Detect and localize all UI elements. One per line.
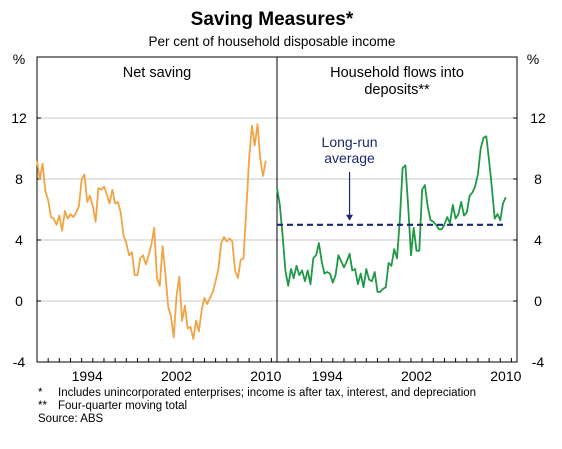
source-note: Source: ABS xyxy=(38,413,104,425)
footnote-2-text: Four-quarter moving total xyxy=(58,400,188,412)
chart-title: Saving Measures* xyxy=(191,9,354,30)
x-tick-label-2: 2002 xyxy=(401,368,432,384)
x-axis: 1994 2002 2010 1994 2002 2010 xyxy=(47,358,522,384)
x-tick-label-1: 1994 xyxy=(72,368,103,384)
left-y-tick-label: -4 xyxy=(13,354,26,370)
panel-2-series-line-1 xyxy=(276,135,507,293)
left-y-unit-label: % xyxy=(13,51,25,67)
x-tick-label-2: 2010 xyxy=(490,368,521,384)
panel-1-title-line: Net saving xyxy=(123,65,192,81)
x-tick-label-1: 2002 xyxy=(161,368,192,384)
x-tick-label-2: 1994 xyxy=(312,368,343,384)
panel-2-title-line: deposits** xyxy=(364,82,430,98)
left-y-tick-label: 12 xyxy=(11,110,27,126)
chart-subtitle: Per cent of household disposable income xyxy=(149,34,396,49)
footnote-2-mark: ** xyxy=(38,400,47,412)
footnote-1-text: Includes unincorporated enterprises; inc… xyxy=(58,387,477,399)
plot-frame xyxy=(36,56,518,363)
footnote-1-mark: * xyxy=(38,387,43,399)
right-y-axis: % -4 0 4 8 12 xyxy=(513,51,546,370)
right-y-tick-label: -4 xyxy=(532,354,545,370)
panel-2-title-line: Household flows into xyxy=(330,65,464,81)
x-tick-label-1: 2010 xyxy=(250,368,281,384)
right-y-unit-label: % xyxy=(527,51,539,67)
right-y-tick-label: 12 xyxy=(530,110,546,126)
annotation-label-line: Long-run xyxy=(322,134,378,150)
left-y-axis: % -4 0 4 8 12 xyxy=(11,51,41,370)
annotation-label-line: average xyxy=(324,150,375,166)
right-y-tick-label: 8 xyxy=(534,171,542,187)
right-y-tick-label: 4 xyxy=(534,232,542,248)
left-y-tick-label: 0 xyxy=(15,293,23,309)
annotation-arrow-head xyxy=(346,214,354,221)
left-y-tick-label: 8 xyxy=(15,171,23,187)
series-layer xyxy=(36,123,507,341)
footnotes: * Includes unincorporated enterprises; i… xyxy=(38,387,528,426)
footnote-1: * Includes unincorporated enterprises; i… xyxy=(38,387,528,400)
panel-1-series-line-1 xyxy=(36,123,267,341)
footnote-2: ** Four-quarter moving total xyxy=(38,400,528,413)
right-y-tick-label: 0 xyxy=(534,293,542,309)
left-y-tick-label: 4 xyxy=(15,232,23,248)
